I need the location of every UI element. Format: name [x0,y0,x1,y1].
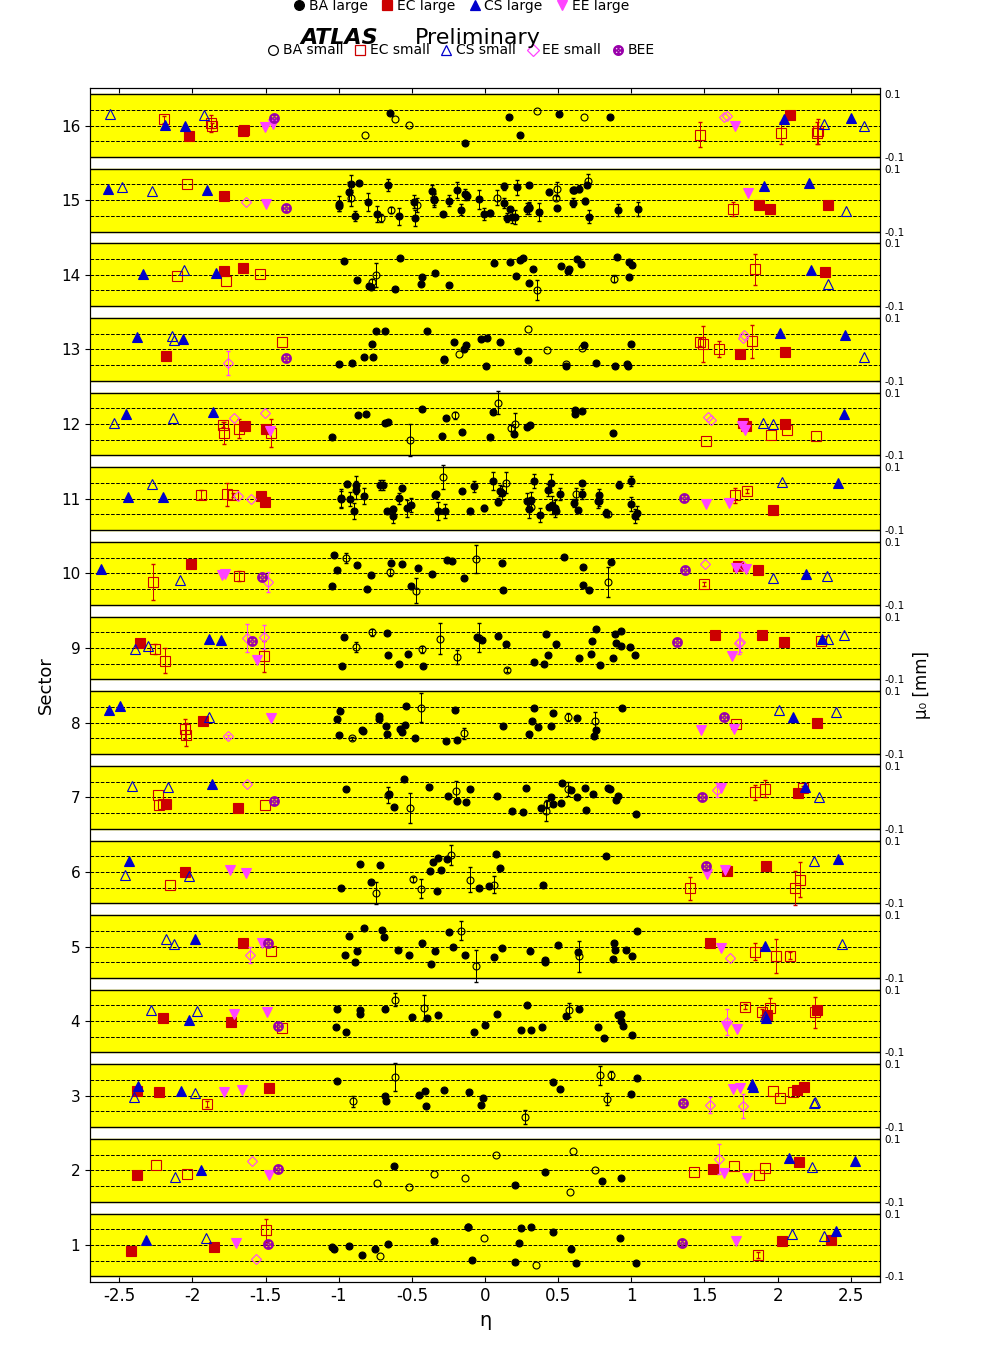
Legend: BA small, EC small, CS small, EE small, BEE: BA small, EC small, CS small, EE small, … [262,38,660,62]
Bar [90,840,880,904]
Text: Preliminary: Preliminary [415,28,541,47]
Bar [90,467,880,531]
Bar [90,915,880,978]
Bar [90,1213,880,1277]
Bar [90,989,880,1053]
Y-axis label: μ₀ [mm]: μ₀ [mm] [913,651,931,719]
Text: ATLAS: ATLAS [300,28,378,47]
Bar [90,691,880,754]
Bar [90,1139,880,1202]
Bar [90,616,880,680]
Bar [90,1064,880,1128]
Bar [90,94,880,157]
Bar [90,765,880,829]
Bar [90,168,880,232]
X-axis label: η: η [479,1311,491,1330]
Y-axis label: Sector: Sector [37,657,55,714]
Bar [90,392,880,456]
Bar [90,243,880,307]
Bar [90,318,880,381]
Bar [90,541,880,605]
